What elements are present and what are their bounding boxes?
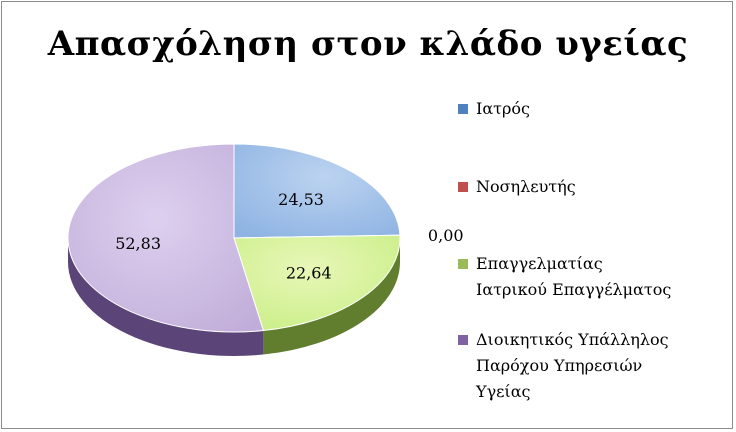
legend-swatch — [458, 259, 468, 269]
legend-label: Ιατρός — [476, 96, 726, 122]
legend-label-line: Παρόχου Υπηρεσιών — [476, 356, 643, 375]
legend-label-line: Επαγγελματίας — [476, 254, 603, 273]
pie-slice-iatros — [233, 143, 401, 239]
legend-label-line: Υγείας — [476, 382, 531, 401]
data-label-dioikitikos: 52,83 — [115, 234, 161, 253]
chart-title: Απασχόληση στον κλάδο υγείας — [47, 24, 689, 64]
legend-swatch — [458, 335, 468, 345]
pie-slice-dioikitikos — [67, 143, 265, 333]
legend-label: Επαγγελματίας Ιατρικού Επαγγέλματος — [476, 251, 726, 303]
legend-label-line: Διοικητικός Υπάλληλος — [476, 330, 669, 349]
legend-label: Διοικητικός Υπάλληλος Παρόχου Υπηρεσιών Υγ… — [476, 327, 726, 405]
pie-side-dioikitikos — [68, 238, 264, 357]
legend-swatch — [458, 104, 468, 114]
data-label-nosileftis: 0,00 — [428, 226, 464, 245]
data-label-epaggelmatias: 22,64 — [286, 263, 332, 282]
legend-label-line: Ιατρός — [476, 99, 530, 118]
data-label-iatros: 24,53 — [278, 190, 324, 209]
legend-label-line: Νοσηλευτής — [476, 177, 576, 196]
legend-label: Νοσηλευτής — [476, 174, 726, 200]
pie-slice-epaggelmatias — [233, 234, 401, 332]
legend-label-line: Ιατρικού Επαγγέλματος — [476, 280, 672, 299]
legend-swatch — [458, 182, 468, 192]
